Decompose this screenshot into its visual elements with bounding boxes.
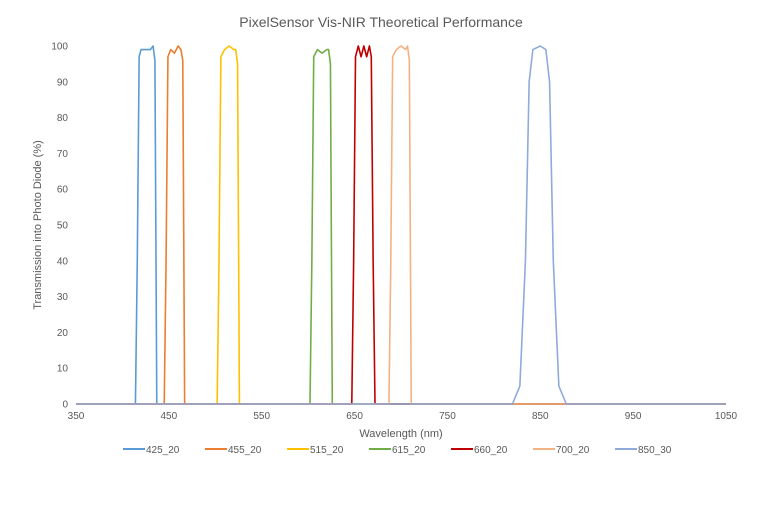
y-tick-label: 30	[57, 292, 69, 303]
series-line-425_20	[76, 45, 726, 405]
x-tick-label: 550	[253, 411, 270, 422]
legend-entry: 515_20	[310, 445, 344, 456]
y-tick-label: 60	[57, 185, 69, 196]
series-line-660_20	[76, 45, 726, 405]
y-tick-label: 80	[57, 113, 69, 124]
series-line-700_20	[76, 45, 726, 405]
y-tick-label: 40	[57, 256, 69, 267]
y-tick-label: 50	[57, 221, 69, 232]
x-axis-label: Wavelength (nm)	[359, 428, 442, 440]
chart-title: PixelSensor Vis-NIR Theoretical Performa…	[239, 14, 523, 30]
y-tick-label: 90	[57, 77, 69, 88]
y-tick-label: 20	[57, 328, 69, 339]
x-tick-label: 950	[625, 411, 642, 422]
x-tick-label: 850	[532, 411, 549, 422]
y-tick-label: 70	[57, 149, 69, 160]
legend-entry: 660_20	[474, 445, 508, 456]
series-line-455_20	[76, 45, 726, 405]
legend-entry: 455_20	[228, 445, 262, 456]
y-tick-label: 10	[57, 364, 69, 375]
legend-entry: 615_20	[392, 445, 426, 456]
legend-entry: 850_30	[638, 445, 672, 456]
series-line-515_20	[76, 45, 726, 405]
legend-entry: 425_20	[146, 445, 180, 456]
x-tick-label: 450	[161, 411, 178, 422]
y-tick-label: 0	[62, 400, 68, 411]
x-tick-label: 650	[346, 411, 363, 422]
x-tick-label: 1050	[715, 411, 738, 422]
x-tick-label: 350	[68, 411, 85, 422]
legend-entry: 700_20	[556, 445, 590, 456]
series-line-615_20	[76, 48, 726, 405]
x-tick-label: 750	[439, 411, 456, 422]
series-line-850_30	[76, 45, 726, 405]
y-axis-label: Transmission into Photo Diode (%)	[32, 140, 44, 310]
y-tick-label: 100	[51, 42, 68, 53]
